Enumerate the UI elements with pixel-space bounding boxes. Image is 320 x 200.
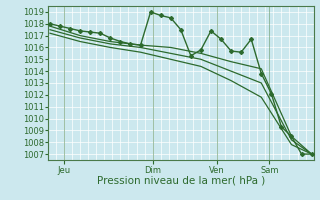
X-axis label: Pression niveau de la mer( hPa ): Pression niveau de la mer( hPa ) [97,176,265,186]
